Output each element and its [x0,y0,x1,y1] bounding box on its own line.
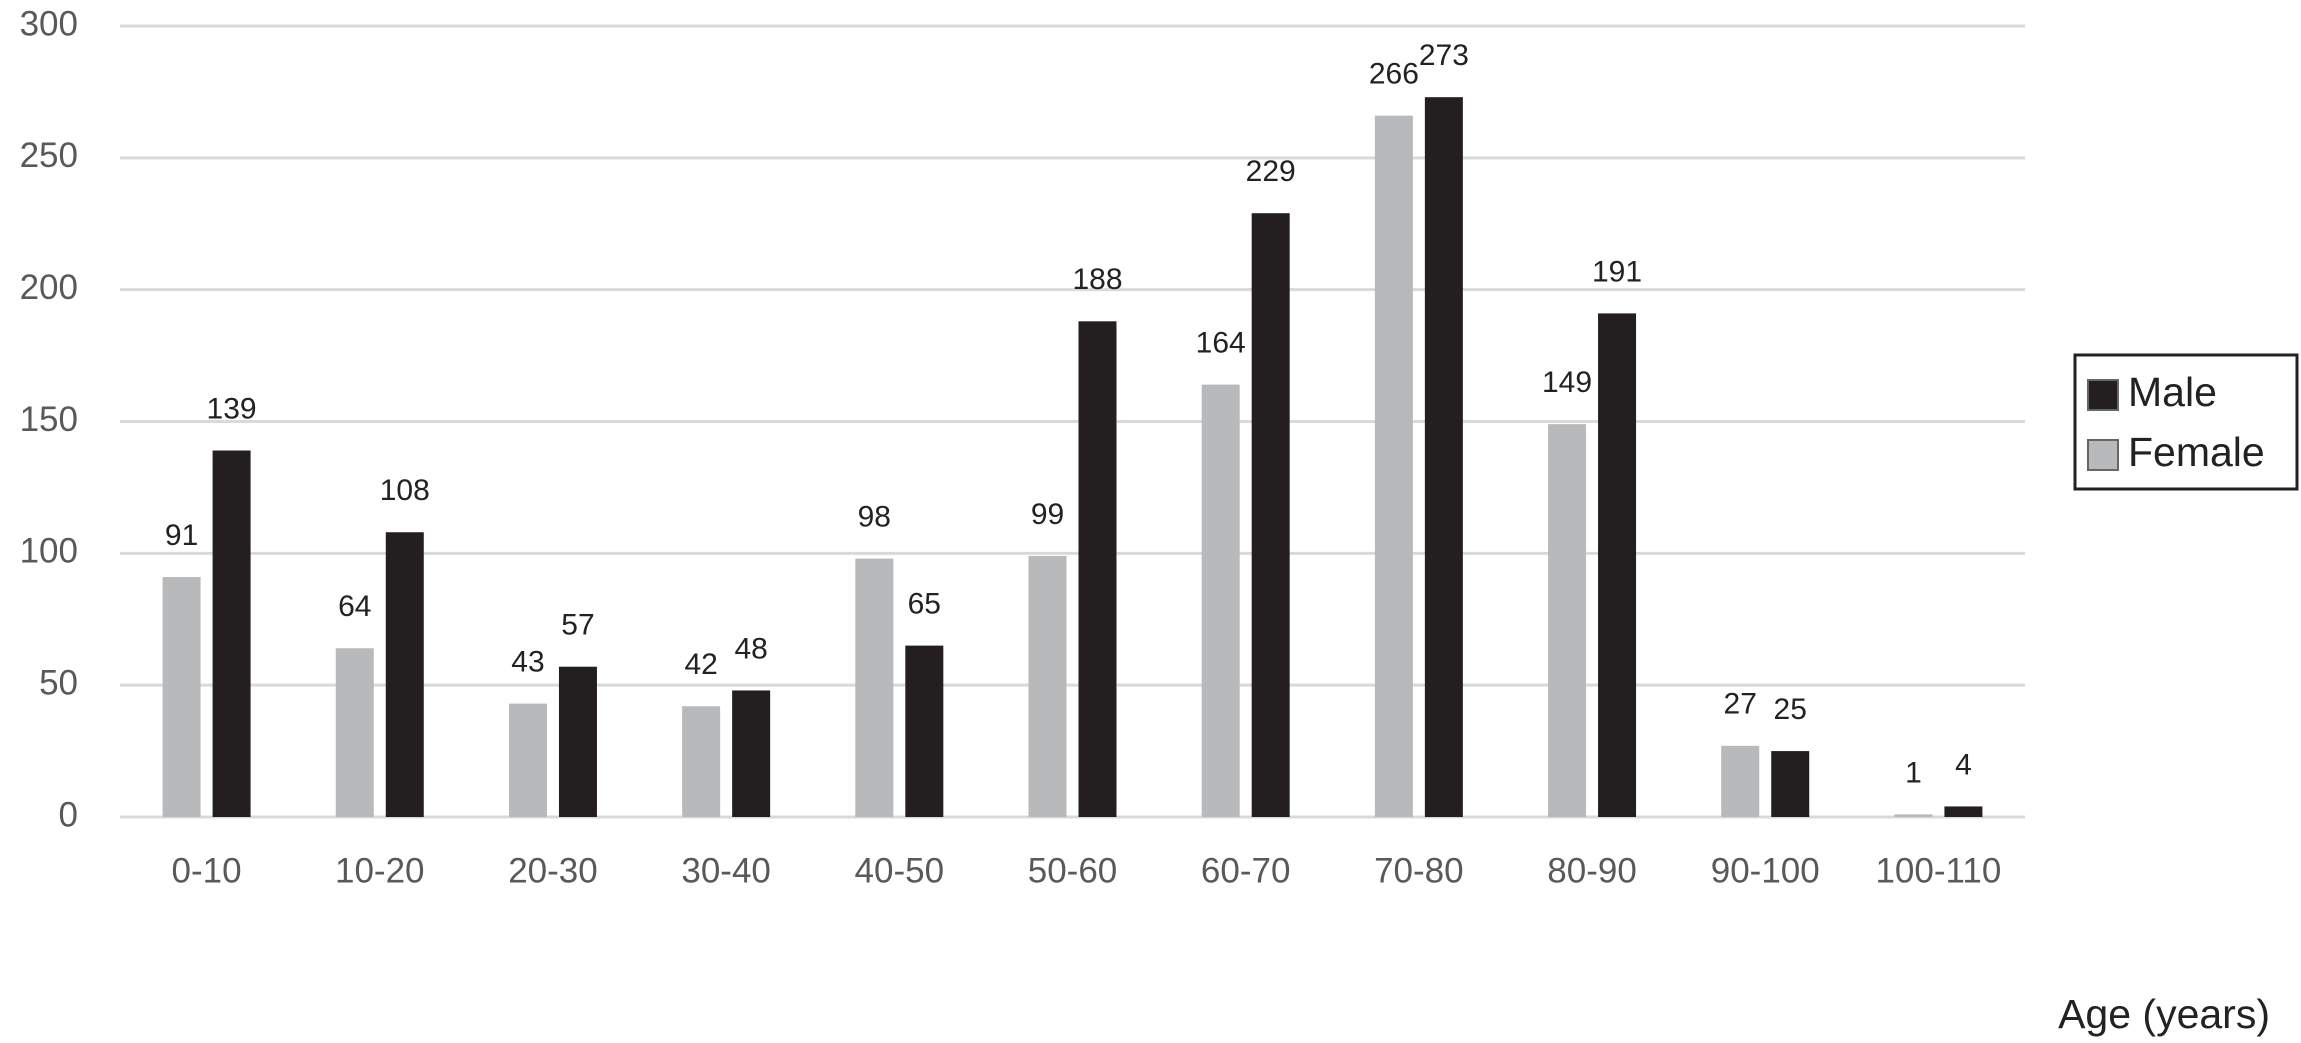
legend-label: Male [2128,369,2217,415]
y-tick-label: 300 [20,4,78,43]
value-label: 188 [1072,263,1122,296]
value-label: 98 [858,501,891,534]
value-label: 48 [734,632,767,665]
value-label: 25 [1774,693,1807,726]
x-tick-label: 20-30 [508,851,598,890]
bar [1894,814,1933,817]
bar [335,648,374,817]
x-tick-label: 10-20 [335,851,425,890]
bar [212,450,251,817]
bar [162,577,201,817]
value-label: 4 [1955,748,1972,781]
value-label: 266 [1369,58,1419,91]
value-label: 91 [165,519,198,552]
bar [1374,115,1413,817]
y-tick-label: 100 [20,532,78,571]
value-label: 99 [1031,498,1064,531]
x-tick-label: 60-70 [1201,851,1291,890]
x-tick-label: 50-60 [1028,851,1118,890]
y-tick-label: 200 [20,268,78,307]
bar [1771,751,1810,817]
x-tick-label: 0-10 [172,851,242,890]
x-tick-label: 90-100 [1711,851,1820,890]
value-label: 229 [1246,155,1296,188]
y-tick-label: 0 [59,795,78,834]
x-tick-label: 30-40 [681,851,771,890]
bar [508,703,547,817]
value-label: 108 [380,474,430,507]
value-label: 27 [1724,688,1757,721]
y-tick-label: 50 [39,663,78,702]
value-label: 43 [511,646,544,679]
x-tick-label: 70-80 [1374,851,1464,890]
x-axis-title: Age (years) [2058,991,2270,1037]
bar [1944,806,1983,817]
bar [1028,555,1067,817]
legend-swatch [2087,379,2119,411]
bar [1548,424,1587,817]
value-label: 64 [338,590,371,623]
value-label: 57 [561,609,594,642]
value-label: 1 [1905,756,1922,789]
bar [558,666,597,817]
value-label: 191 [1592,255,1642,288]
bar [1721,745,1760,817]
value-label: 65 [908,588,941,621]
bar [682,706,721,817]
value-label: 42 [684,648,717,681]
bar [1424,97,1463,817]
value-label: 164 [1196,327,1246,360]
legend-label: Female [2128,429,2265,475]
value-label: 149 [1542,366,1592,399]
value-label: 273 [1419,39,1469,72]
bar [1078,321,1117,817]
bar [1251,213,1290,817]
bar [905,645,944,817]
x-tick-label: 100-110 [1875,851,2001,890]
bar [1598,313,1637,817]
y-tick-label: 250 [20,136,78,175]
y-tick-label: 150 [20,400,78,439]
x-tick-label: 40-50 [855,851,945,890]
value-label: 139 [207,392,257,425]
x-tick-label: 80-90 [1547,851,1637,890]
legend-swatch [2087,439,2119,471]
bar [732,690,771,817]
bar [385,532,424,817]
bar [1201,384,1240,817]
bar [855,558,894,817]
